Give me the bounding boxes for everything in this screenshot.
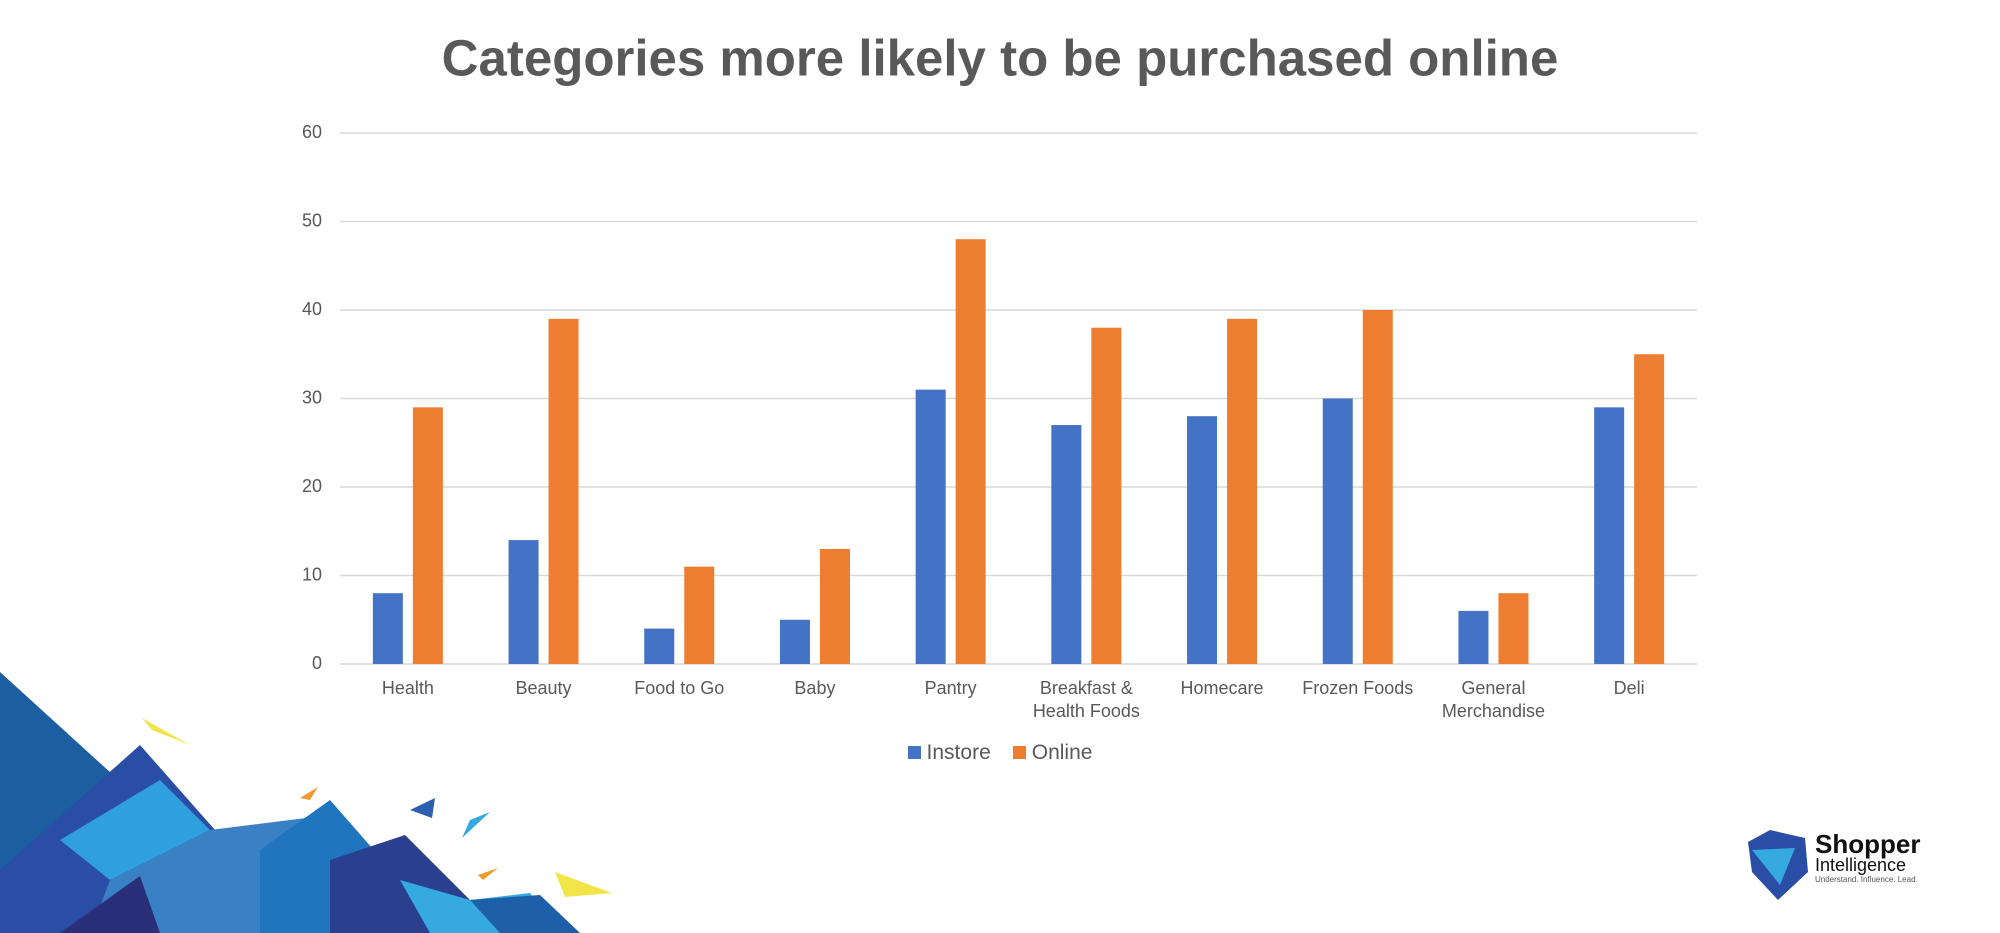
x-tick-label: Deli bbox=[1613, 678, 1645, 698]
bar bbox=[372, 593, 403, 664]
legend-swatch bbox=[907, 746, 921, 759]
bar bbox=[1322, 398, 1353, 664]
y-tick-label: 30 bbox=[302, 387, 322, 407]
bar bbox=[1498, 593, 1529, 664]
y-tick-label: 40 bbox=[302, 299, 322, 319]
bar bbox=[548, 318, 579, 664]
chart-title: Categories more likely to be purchased o… bbox=[442, 29, 1559, 86]
bar bbox=[1594, 407, 1625, 664]
x-tick-label: Baby bbox=[794, 678, 836, 698]
legend-label: Instore bbox=[926, 741, 991, 764]
legend: Instore Online bbox=[0, 741, 2000, 765]
legend-swatch bbox=[1012, 746, 1026, 759]
bar bbox=[1187, 416, 1218, 664]
bar bbox=[1634, 354, 1665, 664]
x-tick-label: Frozen Foods bbox=[1302, 678, 1414, 698]
y-tick-label: 50 bbox=[302, 210, 322, 230]
legend-item: Instore bbox=[907, 741, 991, 765]
bar bbox=[508, 540, 539, 664]
x-tick-label: Pantry bbox=[924, 678, 977, 698]
bar bbox=[955, 239, 986, 664]
bar bbox=[819, 548, 850, 664]
legend-item: Online bbox=[1012, 741, 1093, 765]
bar bbox=[1051, 425, 1082, 664]
logo-tagline: Understand. Influence. Lead. bbox=[1815, 875, 1918, 884]
y-tick-label: 60 bbox=[302, 122, 322, 142]
y-tick-label: 0 bbox=[312, 653, 322, 673]
x-tick-label: Breakfast & Health Foods bbox=[1032, 678, 1140, 721]
bar bbox=[1458, 610, 1489, 664]
logo-name2: Intelligence bbox=[1815, 855, 1906, 875]
logo: Shopper Intelligence Understand. Influen… bbox=[1748, 829, 1920, 900]
bar bbox=[915, 389, 946, 664]
decoration bbox=[0, 672, 612, 933]
logo-name: Shopper bbox=[1815, 829, 1920, 859]
bar bbox=[779, 619, 810, 664]
y-tick-label: 10 bbox=[302, 564, 322, 584]
bar bbox=[1362, 310, 1393, 664]
bar bbox=[412, 407, 443, 664]
x-tick-label: Homecare bbox=[1180, 678, 1264, 698]
x-tick-label: Beauty bbox=[515, 678, 572, 698]
bar bbox=[1091, 327, 1122, 664]
y-tick-label: 20 bbox=[302, 476, 322, 496]
x-tick-label: Health bbox=[381, 678, 434, 698]
x-tick-label: Food to Go bbox=[634, 678, 725, 698]
bar bbox=[644, 628, 675, 664]
bar bbox=[684, 566, 715, 664]
x-tick-label: General Merchandise bbox=[1441, 678, 1545, 721]
bar bbox=[1227, 318, 1258, 664]
legend-label: Online bbox=[1031, 741, 1093, 764]
